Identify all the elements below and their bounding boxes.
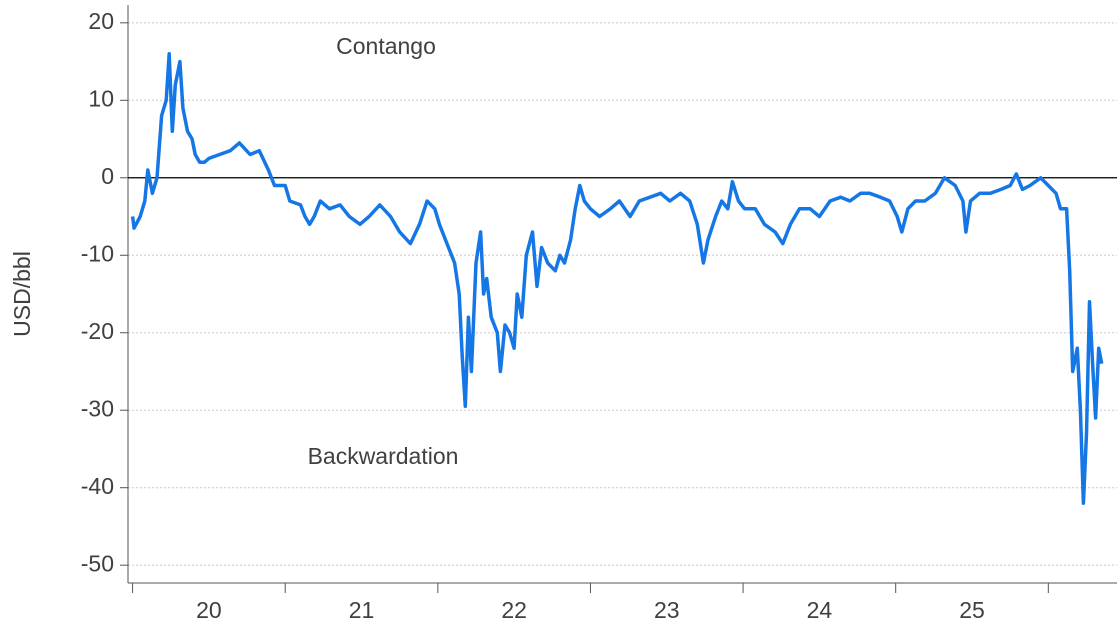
x-tick-label: 23 <box>654 597 680 623</box>
annotation: Contango <box>336 33 436 59</box>
y-tick-label: -40 <box>81 473 114 499</box>
y-tick-label: -30 <box>81 395 114 421</box>
data-line <box>130 52 1104 505</box>
y-tick-label: -50 <box>81 550 114 576</box>
x-tick-label: 25 <box>959 597 985 623</box>
annotation: Backwardation <box>308 443 459 469</box>
y-axis-label: USD/bbl <box>9 251 35 337</box>
y-tick-label: 10 <box>88 85 114 111</box>
x-tick-label: 20 <box>196 597 222 623</box>
y-tick-label: 0 <box>101 163 114 189</box>
x-tick-label: 22 <box>501 597 527 623</box>
y-tick-label: 20 <box>88 8 114 34</box>
y-tick-label: -20 <box>81 318 114 344</box>
x-tick-label: 24 <box>807 597 833 623</box>
x-tick-label: 21 <box>349 597 375 623</box>
y-tick-label: -10 <box>81 240 114 266</box>
